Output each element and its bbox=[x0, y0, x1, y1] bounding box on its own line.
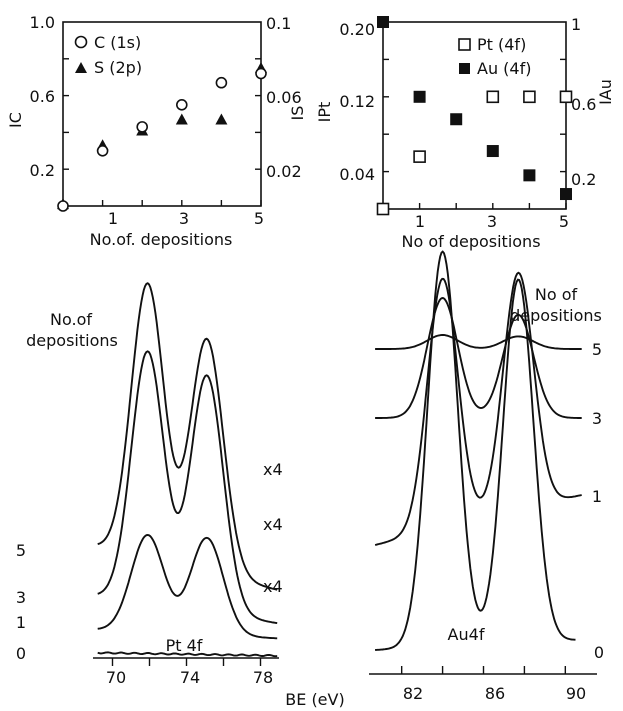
tl-point-carbon-5 bbox=[255, 67, 267, 80]
br-curve-label-1: 1 bbox=[592, 487, 602, 506]
br-curves bbox=[374, 250, 582, 651]
tr-legend-label-au: Au (4f) bbox=[477, 59, 531, 78]
panel-platinum-gold: 0.20 0.12 0.04 1 0.6 0.2 1 3 5 No of dep… bbox=[315, 15, 615, 251]
tl-ytick-right-0: 0.1 bbox=[266, 14, 291, 33]
tl-ylabel-right: IS bbox=[288, 106, 307, 121]
bl-spectrum-1 bbox=[97, 534, 278, 640]
tl-xtick-1: 3 bbox=[179, 209, 189, 228]
tl-ytick-left-2: 0.2 bbox=[30, 161, 55, 180]
tr-xtick-1: 3 bbox=[487, 212, 497, 231]
tl-point-carbon-2 bbox=[136, 121, 148, 133]
bl-depositions-line2: depositions bbox=[26, 331, 118, 350]
bl-spectrum-5 bbox=[97, 282, 278, 591]
bl-curve-label-5: 5 bbox=[16, 541, 26, 560]
tr-ytick-right-1: 0.6 bbox=[571, 95, 596, 114]
tr-point-pt-0 bbox=[376, 202, 390, 216]
tl-ytick-left-1: 0.6 bbox=[30, 87, 55, 106]
br-spectrum-3 bbox=[375, 297, 582, 419]
tr-ytick-left-0: 0.20 bbox=[339, 20, 375, 39]
tr-point-pt-1 bbox=[413, 150, 426, 163]
bl-spectrum-0 bbox=[97, 651, 278, 658]
tr-marks bbox=[376, 16, 573, 216]
br-spectrum-1 bbox=[374, 271, 582, 546]
tr-legend-marker-pt bbox=[458, 38, 471, 51]
tr-frame bbox=[382, 21, 567, 210]
bl-xtick-1: 74 bbox=[180, 668, 200, 687]
br-xtick-1: 86 bbox=[485, 684, 505, 703]
panel-au4f-spectra: 82 86 90 Au4f No of depositions 5 3 1 0 bbox=[369, 250, 604, 703]
bl-xtick-2: 78 bbox=[253, 668, 273, 687]
bl-spectrum-3 bbox=[97, 350, 278, 625]
tl-legend-marker-sulfur bbox=[75, 62, 87, 73]
tl-point-carbon-3 bbox=[176, 99, 188, 111]
tl-point-carbon-0 bbox=[57, 200, 69, 212]
tl-ylabel-left: IC bbox=[6, 112, 25, 128]
br-title: Au4f bbox=[448, 625, 485, 644]
tr-point-au-0 bbox=[377, 16, 389, 28]
bl-curves bbox=[97, 282, 278, 658]
tl-xtick-0: 1 bbox=[108, 209, 118, 228]
tl-xlabel: No.of. depositions bbox=[90, 230, 233, 249]
br-curve-label-3: 3 bbox=[592, 409, 602, 428]
tr-legend-marker-au bbox=[459, 63, 470, 74]
br-depositions-line2: depositions bbox=[510, 306, 602, 325]
tr-ylabel-left: IPt bbox=[315, 102, 334, 123]
br-xtick-2: 90 bbox=[566, 684, 586, 703]
br-spectrum-5 bbox=[375, 334, 582, 350]
br-ticks bbox=[400, 666, 567, 674]
tr-ytick-right-2: 0.2 bbox=[571, 170, 596, 189]
tr-point-au-2 bbox=[450, 113, 463, 126]
tl-ytick-right-2: 0.02 bbox=[266, 162, 302, 181]
tr-point-au-5 bbox=[560, 188, 572, 201]
br-xtick-0: 82 bbox=[403, 684, 423, 703]
tr-ytick-left-2: 0.04 bbox=[339, 165, 375, 184]
tr-xlabel: No of depositions bbox=[401, 232, 540, 251]
panel-carbon-sulfur: 1.0 0.6 0.2 0.1 0.06 0.02 1 3 5 No.of. d… bbox=[6, 13, 307, 249]
tr-point-pt-4 bbox=[523, 90, 536, 104]
br-depositions-line1: No of bbox=[535, 285, 578, 304]
tr-point-au-3 bbox=[486, 145, 499, 158]
tl-xtick-2: 5 bbox=[254, 209, 264, 228]
tl-ytick-right-1: 0.06 bbox=[266, 88, 302, 107]
tl-frame bbox=[62, 21, 262, 207]
tr-point-pt-3 bbox=[486, 90, 500, 104]
tr-ylabel-right: IAu bbox=[596, 79, 615, 105]
bl-title: Pt 4f bbox=[166, 636, 203, 655]
panel-pt4f-spectra: 70 74 78 Pt 4f No.of depositions 5 3 1 0… bbox=[16, 282, 283, 687]
tr-ytick-right-0: 1 bbox=[571, 15, 581, 34]
shared-xlabel: BE (eV) bbox=[285, 690, 344, 709]
tr-legend-label-pt: Pt (4f) bbox=[477, 35, 526, 54]
tr-xtick-0: 1 bbox=[415, 212, 425, 231]
bl-curve-label-1: 1 bbox=[16, 613, 26, 632]
bl-curve-label-3: 3 bbox=[16, 588, 26, 607]
tr-point-au-4 bbox=[523, 169, 536, 182]
tl-point-carbon-1 bbox=[96, 145, 109, 157]
bl-curve-label-0: 0 bbox=[16, 644, 26, 663]
tr-point-pt-5 bbox=[559, 90, 573, 104]
bl-ticks bbox=[111, 658, 262, 666]
tl-point-sulfur-4 bbox=[215, 113, 228, 125]
tr-point-au-1 bbox=[413, 90, 426, 103]
br-curve-label-5: 5 bbox=[592, 340, 602, 359]
tl-point-carbon-4 bbox=[215, 76, 228, 89]
bl-depositions-line1: No.of bbox=[50, 310, 92, 329]
bl-multiplier-5: x4 bbox=[263, 460, 283, 479]
tl-legend-marker-carbon bbox=[74, 35, 88, 49]
tl-ytick-left-0: 1.0 bbox=[30, 13, 55, 32]
bl-xtick-0: 70 bbox=[106, 668, 126, 687]
tr-ytick-left-1: 0.12 bbox=[339, 92, 375, 111]
tl-legend-label-carbon: C (1s) bbox=[94, 33, 141, 52]
bl-multiplier-3: x4 bbox=[263, 515, 283, 534]
bl-multiplier-1: x4 bbox=[263, 577, 283, 596]
tl-legend-label-sulfur: S (2p) bbox=[94, 58, 142, 77]
br-curve-label-0: 0 bbox=[594, 643, 604, 662]
br-spectrum-0 bbox=[375, 250, 576, 651]
tl-marks bbox=[57, 58, 267, 212]
tr-xtick-2: 5 bbox=[559, 212, 569, 231]
tl-point-sulfur-3 bbox=[175, 113, 188, 125]
